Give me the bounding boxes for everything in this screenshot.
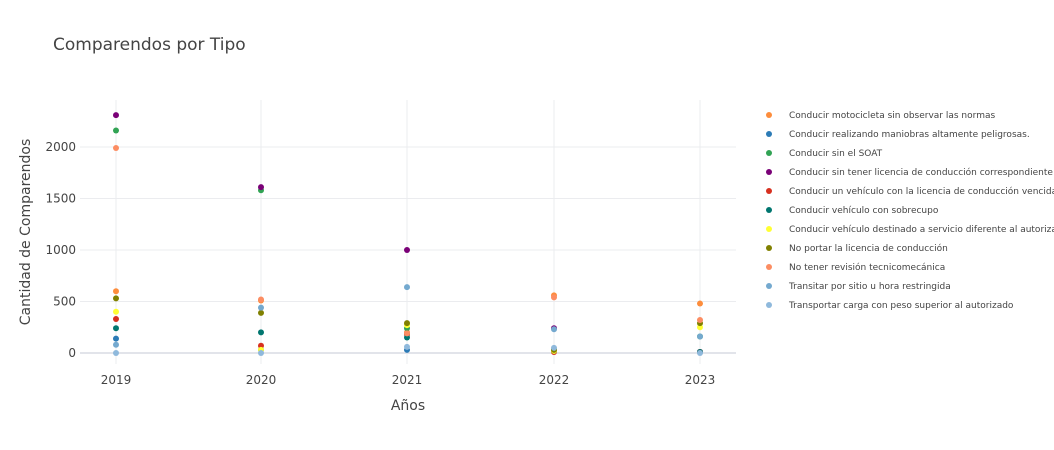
y-tick-label: 1000 (45, 243, 76, 257)
legend-marker (766, 188, 772, 194)
legend[interactable]: Conducir motocicleta sin observar las no… (766, 111, 1054, 311)
data-point (113, 341, 119, 348)
data-point (258, 296, 264, 303)
legend-item-label[interactable]: No portar la licencia de conducción (789, 243, 948, 254)
data-point (404, 320, 410, 327)
data-point (113, 295, 119, 302)
data-point (113, 127, 119, 134)
data-point (404, 330, 410, 337)
legend-marker (766, 245, 772, 251)
legend-item-label[interactable]: Conducir motocicleta sin observar las no… (789, 111, 995, 121)
data-point (113, 325, 119, 332)
x-tick-label: 2023 (685, 373, 716, 387)
x-tick-label: 2021 (392, 373, 423, 387)
data-point (404, 334, 410, 341)
data-point (113, 316, 119, 323)
y-tick-label: 500 (53, 295, 76, 309)
data-point (551, 326, 557, 333)
data-point (258, 184, 264, 191)
legend-item-label[interactable]: Transportar carga con peso superior al a… (788, 301, 1014, 311)
data-point (404, 284, 410, 291)
data-point (258, 350, 264, 356)
data-point (697, 324, 703, 331)
gridlines (80, 100, 736, 364)
data-point (551, 294, 557, 301)
legend-marker (766, 112, 772, 118)
y-axis-ticks: 0 500 1000 1500 2000 (45, 140, 76, 360)
data-point (697, 317, 703, 324)
data-point (113, 308, 119, 315)
data-point (258, 329, 264, 336)
y-tick-label: 0 (68, 346, 76, 360)
legend-item-label[interactable]: Conducir sin el SOAT (789, 149, 883, 159)
x-axis-title: Años (391, 398, 425, 414)
legend-item-label[interactable]: Conducir vehículo con sobrecupo (789, 206, 939, 216)
data-point (697, 333, 703, 340)
y-tick-label: 1500 (45, 192, 76, 206)
legend-item-label[interactable]: No tener revisión tecnicomecánica (789, 262, 945, 273)
data-point (258, 304, 264, 311)
data-point (113, 335, 119, 342)
data-point (258, 309, 264, 316)
legend-item-label[interactable]: Transitar por sitio u hora restringida (788, 282, 951, 292)
x-axis-ticks: 2019 2020 2021 2022 2023 (101, 373, 716, 387)
legend-marker (766, 226, 772, 232)
legend-marker (766, 150, 772, 156)
legend-marker (766, 131, 772, 137)
data-point (697, 350, 703, 356)
data-point (113, 145, 119, 152)
legend-marker (766, 264, 772, 270)
x-tick-label: 2022 (539, 373, 570, 387)
data-point (258, 342, 264, 349)
x-tick-label: 2020 (246, 373, 277, 387)
legend-item-label[interactable]: Conducir vehículo destinado a servicio d… (789, 225, 1054, 235)
x-tick-label: 2019 (101, 373, 132, 387)
data-point (113, 350, 119, 356)
data-point (404, 343, 410, 350)
data-point (404, 247, 410, 253)
data-point (113, 288, 119, 295)
legend-item-label[interactable]: Conducir un vehículo con la licencia de … (789, 186, 1054, 197)
data-points (113, 112, 703, 356)
legend-marker (766, 207, 772, 213)
y-axis-title: Cantidad de Comparendos (18, 139, 34, 325)
y-tick-label: 2000 (45, 140, 76, 154)
data-point (113, 112, 119, 119)
legend-item-label[interactable]: Conducir sin tener licencia de conducció… (789, 167, 1053, 178)
data-point (551, 344, 557, 351)
legend-marker (766, 283, 772, 289)
legend-item-label[interactable]: Conducir realizando maniobras altamente … (789, 130, 1030, 140)
data-point (697, 300, 703, 307)
chart-title: Comparendos por Tipo (53, 35, 246, 55)
legend-marker (766, 169, 772, 175)
legend-marker (766, 302, 772, 308)
